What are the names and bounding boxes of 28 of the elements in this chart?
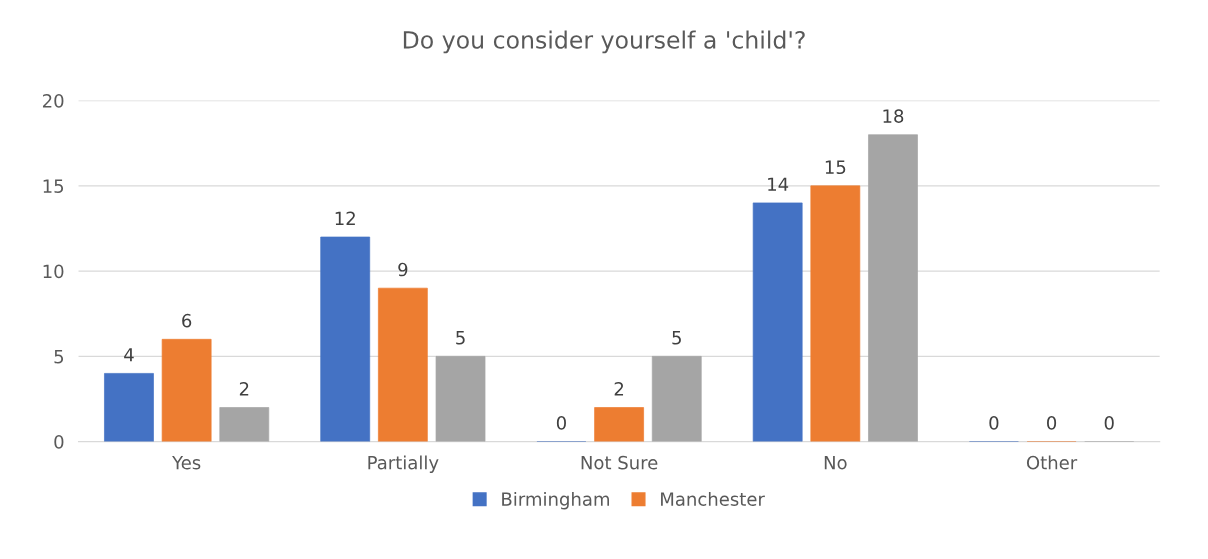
data-label: 6 bbox=[182, 313, 192, 328]
data-label: 0 bbox=[1047, 416, 1057, 430]
data-label: 9 bbox=[398, 262, 408, 277]
y-tick-label: 15 bbox=[43, 179, 64, 193]
data-label: 2 bbox=[239, 382, 249, 396]
data-label: 5 bbox=[672, 331, 681, 345]
data-label: 4 bbox=[124, 348, 134, 362]
data-label: 15 bbox=[825, 160, 846, 175]
x-tick-label: Not Sure bbox=[581, 455, 658, 470]
data-label: 12 bbox=[335, 211, 355, 225]
x-tick-label: Yes bbox=[172, 456, 201, 470]
data-label: 18 bbox=[883, 109, 904, 123]
x-tick-label: Partially bbox=[368, 455, 439, 473]
data-label: 0 bbox=[556, 416, 566, 430]
x-tick-label: Other bbox=[1026, 455, 1078, 470]
data-label: 5 bbox=[456, 331, 465, 345]
legend-label: Manchester bbox=[661, 491, 765, 506]
data-label: 14 bbox=[768, 177, 789, 191]
chart-title: Do you consider yourself a 'child'? bbox=[403, 30, 805, 54]
data-label: 0 bbox=[1104, 416, 1114, 430]
y-tick-label: 5 bbox=[54, 350, 64, 364]
legend-label: Birmingham bbox=[502, 491, 609, 510]
y-tick-label: 10 bbox=[43, 264, 64, 279]
data-label: 2 bbox=[614, 382, 624, 396]
y-tick-label: 0 bbox=[54, 435, 64, 449]
x-tick-label: No bbox=[824, 456, 847, 470]
data-label: 0 bbox=[989, 416, 999, 430]
y-tick-label: 20 bbox=[42, 94, 64, 108]
